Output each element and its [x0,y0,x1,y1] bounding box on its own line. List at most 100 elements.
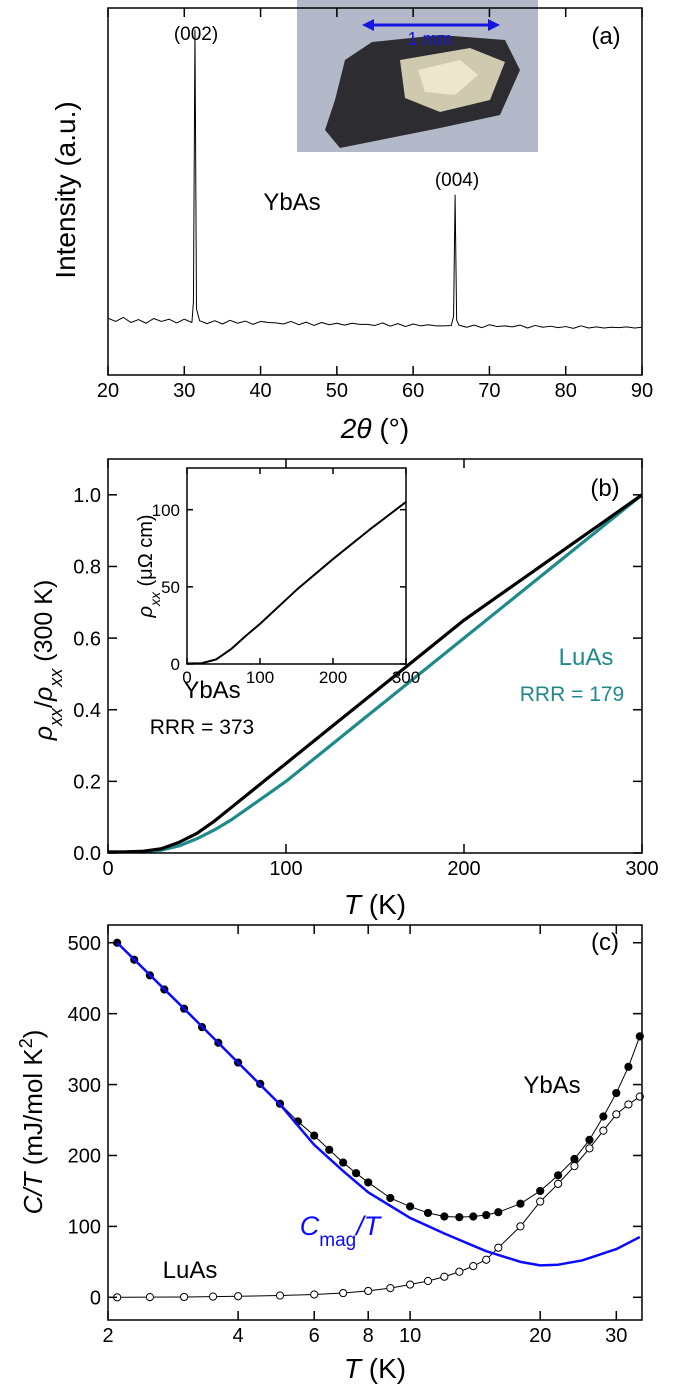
annotation: YbAs [523,1072,580,1099]
data-point [180,1292,189,1302]
panel-label: (b) [590,475,619,502]
x-tick-label: 30 [173,380,195,402]
y-tick-label: 500 [68,933,101,955]
data-line [108,493,643,854]
data-point [553,1171,563,1180]
data-point [440,1272,449,1281]
annotation: (004) [435,170,479,191]
data-point [516,1222,525,1231]
data-point [536,1197,545,1206]
data-point [553,1179,563,1188]
x-tick-label: 50 [326,380,348,402]
data-point [310,1131,319,1140]
data-point [310,1290,319,1299]
y-tick-label: 0 [90,1288,101,1310]
annotation: RRR = 373 [150,716,254,739]
x-tick-label: 30 [605,1325,627,1347]
x-tick-label: 20 [97,380,119,402]
x-axis-label: 2θ (°) [340,413,409,444]
x-tick-label: 80 [555,380,577,402]
panel-label: (c) [591,929,619,956]
y-axis-label: Intensity (a.u.) [50,101,81,278]
data-point [624,1100,633,1109]
x-tick-label: 40 [249,380,271,402]
y-tick-label: 100 [68,1217,101,1239]
data-point [570,1162,579,1171]
data-line [186,501,407,665]
y-axis-label: ρxx/ρxx (300 K) [30,580,66,742]
y-tick-label: 300 [68,1075,101,1097]
plot-frame [107,7,643,376]
annotation: Cmag/T [300,1211,383,1251]
data-point [364,1286,373,1296]
data-point [386,1283,395,1293]
y-tick-label: 0.4 [73,700,101,722]
y-tick-label: 1.0 [73,485,101,507]
x-tick-label: 8 [363,1325,374,1347]
x-tick-label: 90 [631,380,653,402]
data-point [208,1292,218,1301]
annotation: (002) [174,24,218,45]
x-tick-label: 100 [246,668,274,687]
x-tick-label: 60 [402,380,424,402]
data-point [570,1154,579,1164]
data-line [107,29,643,329]
data-line [108,493,644,854]
inset-background [187,468,406,664]
y-tick-label: 0.2 [73,772,101,794]
data-point [440,1212,449,1221]
data-point [482,1255,491,1264]
data-point [423,1276,433,1286]
x-axis-label: T (K) [344,889,406,920]
data-point [612,1088,621,1098]
panel-label: (a) [591,23,620,50]
data-point [599,1126,608,1135]
plot-frame [186,467,407,665]
x-tick-label: 20 [529,1325,551,1347]
annotation: RRR = 179 [520,683,624,706]
data-point [325,1145,334,1154]
data-point [423,1208,433,1218]
data-point [405,1202,415,1211]
data-point [585,1135,594,1144]
data-point [145,1292,154,1302]
x-tick-label: 0 [102,858,113,880]
scale-label: 1 mm [408,29,453,49]
x-tick-label: 100 [269,858,302,880]
x-tick-label: 10 [399,1325,421,1347]
x-tick-label: 6 [309,1325,320,1347]
y-tick-label: 0 [171,655,180,674]
data-point [469,1262,478,1271]
y-tick-label: 200 [68,1146,101,1168]
data-point [455,1213,464,1222]
sample-photo [297,0,538,152]
annotation: LuAs [559,644,614,671]
y-tick-label: 0.6 [73,628,101,650]
inset-y-axis-label: ρxx (μΩ cm) [135,514,163,618]
data-point [351,1169,361,1178]
y-tick-label: 50 [161,578,180,597]
data-point [339,1158,348,1167]
x-tick-label: 200 [319,668,347,687]
data-point [275,1291,285,1300]
data-point [455,1267,464,1276]
data-point [494,1243,503,1252]
annotation: YbAs [183,677,240,704]
annotation: LuAs [163,1257,218,1284]
data-point [612,1110,621,1119]
x-tick-label: 300 [392,668,420,687]
data-point [599,1112,608,1121]
x-tick-label: 70 [478,380,500,402]
data-point [494,1208,503,1217]
y-tick-label: 0.8 [73,557,101,579]
y-tick-label: 100 [152,501,180,520]
x-tick-label: 300 [625,858,658,880]
x-tick-label: 0 [182,668,191,687]
x-tick-label: 2 [102,1325,113,1347]
data-point [386,1193,395,1203]
data-point [482,1210,491,1220]
data-point [469,1212,478,1221]
data-point [364,1178,373,1187]
data-point [516,1199,525,1208]
